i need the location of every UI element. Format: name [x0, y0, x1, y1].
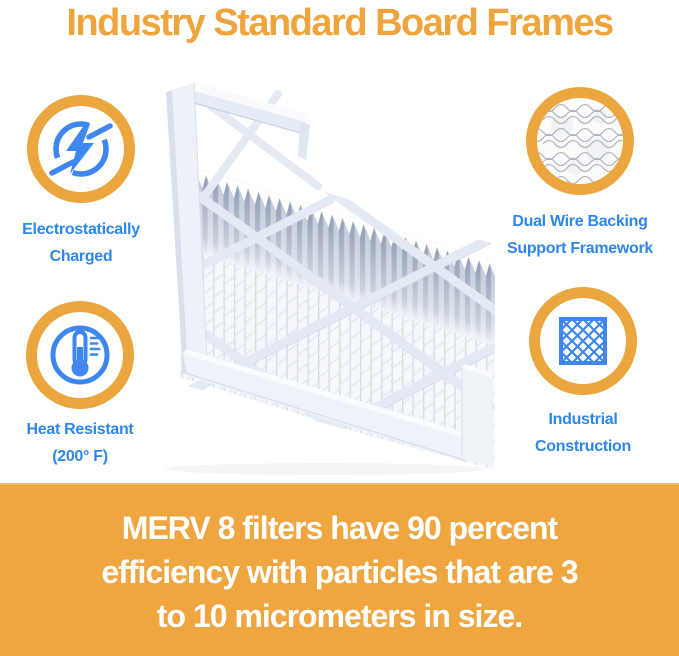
air-filter-image	[150, 70, 495, 475]
pleated-filter-graphic	[165, 82, 495, 475]
feature-label-line: Heat Resistant	[26, 421, 134, 438]
lattice-icon-badge	[529, 287, 637, 395]
banner-line: to 10 micrometers in size.	[156, 598, 523, 634]
feature-label: Heat Resistant (200° F)	[27, 416, 134, 470]
feature-industrial-construction: Industrial Construction	[483, 287, 679, 460]
wire-mesh-icon-badge	[526, 87, 634, 195]
wire-mesh-icon	[537, 98, 623, 184]
feature-label-line: Construction	[535, 438, 631, 455]
thermometer-icon	[50, 325, 110, 385]
feature-label-line: Electrostatically	[22, 221, 140, 238]
lightning-bolt-icon	[49, 121, 113, 177]
thermometer-icon-badge	[26, 301, 134, 409]
feature-label: Electrostatically Charged	[22, 216, 140, 270]
feature-label: Dual Wire Backing Support Framework	[507, 208, 653, 262]
feature-label-line: Dual Wire Backing	[512, 213, 648, 230]
feature-label-line: Support Framework	[506, 240, 654, 257]
info-banner: MERV 8 filters have 90 percent efficienc…	[0, 483, 679, 656]
feature-label-line: Charged	[49, 248, 113, 265]
banner-line: efficiency with particles that are 3	[101, 554, 578, 590]
feature-electrostatically-charged: Electrostatically Charged	[0, 95, 181, 270]
feature-heat-resistant: Heat Resistant (200° F)	[0, 301, 180, 470]
feature-label: Industrial Construction	[535, 406, 631, 460]
electrostatic-icon-badge	[27, 95, 135, 203]
feature-label-line: (200° F)	[52, 448, 108, 465]
lattice-grid-icon	[559, 317, 607, 365]
feature-dual-wire-backing: Dual Wire Backing Support Framework	[480, 87, 679, 262]
banner-line: MERV 8 filters have 90 percent	[121, 510, 558, 546]
page-title: Industry Standard Board Frames	[66, 2, 614, 44]
feature-label-line: Industrial	[548, 411, 618, 428]
